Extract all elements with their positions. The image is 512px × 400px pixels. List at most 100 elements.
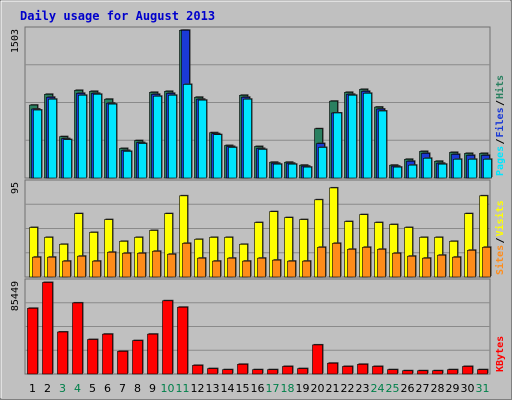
bar-sites-day-24 [377,248,386,278]
bar-pages-day-22 [348,94,357,179]
bar-sites-day-23 [362,247,371,278]
bar-kbytes-day-13 [207,368,218,375]
bar-sites-day-30 [467,249,476,278]
bar-pages-day-31 [483,158,492,179]
x-tick-label: 28 [431,382,445,395]
legend: Pages/Files/Hits [494,75,506,176]
bar-sites-day-5 [92,260,101,278]
bar-sites-day-1 [32,256,41,278]
bar-pages-day-2 [48,98,57,179]
bar-pages-day-11 [183,84,192,179]
bar-kbytes-day-19 [297,368,308,375]
legend-separator: / [495,138,506,144]
x-tick-label: 19 [296,382,310,395]
bar-sites-day-10 [167,253,176,278]
x-tick-label: 2 [44,382,51,395]
bar-sites-day-27 [422,257,431,278]
x-tick-label: 26 [401,382,415,395]
bar-pages-day-23 [363,93,372,179]
x-tick-label: 10 [161,382,175,395]
bar-sites-day-9 [152,250,161,278]
bar-pages-day-15 [243,98,252,179]
bar-sites-day-12 [197,257,206,278]
legend-visits: Visits [494,200,506,236]
bar-kbytes-day-3 [57,331,68,375]
y-max-label: 85449 [10,281,21,311]
bar-sites-day-17 [272,259,281,278]
bar-kbytes-day-4 [72,302,83,375]
bar-pages-day-6 [108,103,117,179]
bar-sites-day-31 [482,247,491,278]
bar-sites-day-25 [392,252,401,278]
bar-pages-day-7 [123,151,132,179]
bar-pages-day-1 [33,109,42,179]
bar-pages-day-14 [228,147,237,179]
bar-pages-day-30 [468,158,477,179]
bar-kbytes-day-11 [177,306,188,375]
bar-kbytes-day-7 [117,351,128,375]
bar-kbytes-day-27 [417,370,428,375]
bar-pages-day-12 [198,99,207,179]
bar-pages-day-21 [333,112,342,179]
bar-pages-day-18 [288,163,297,179]
x-tick-label: 23 [356,382,370,395]
x-axis-labels: 1 2 3 4 5 6 7 8 9 10 11 12 13 14 15 16 17 18 19 20 21 22 23 24 2… [29,382,490,395]
x-tick-label: 22 [341,382,355,395]
x-tick-label: 13 [206,382,220,395]
bar-kbytes-day-18 [282,366,293,375]
x-tick-label: 14 [221,382,235,395]
x-tick-label: 11 [176,382,190,395]
x-tick-label: 4 [74,382,81,395]
bar-kbytes-day-24 [372,366,383,375]
bar-kbytes-day-10 [162,300,173,375]
bar-sites-day-6 [107,251,116,278]
bar-pages-day-24 [378,110,387,179]
bar-pages-day-29 [453,158,462,179]
legend-pages: Pages [495,146,506,176]
bar-pages-day-8 [138,143,147,179]
legend-separator: / [495,100,506,106]
bar-kbytes-day-8 [132,340,143,375]
bar-kbytes-day-16 [252,369,263,375]
bar-pages-day-20 [318,147,327,179]
bar-kbytes-day-29 [447,369,458,375]
bar-kbytes-day-30 [462,366,473,375]
bar-kbytes-day-12 [192,365,203,375]
x-tick-label: 16 [251,382,265,395]
x-tick-label: 6 [104,382,111,395]
x-tick-label: 7 [119,382,126,395]
bar-sites-day-28 [437,254,446,278]
x-tick-label: 29 [446,382,460,395]
bar-kbytes-day-21 [327,362,338,375]
bar-pages-day-27 [423,158,432,179]
x-tick-label: 18 [281,382,295,395]
bar-sites-day-15 [242,260,251,278]
bar-pages-day-28 [438,163,447,179]
bar-sites-day-11 [182,243,191,278]
x-tick-label: 25 [386,382,400,395]
x-tick-label: 31 [476,382,490,395]
kbytes_panel: 85449 KBytes [10,278,506,375]
chart-panels: 1503Pages/Files/Hits95Sites/Visits85449K… [10,26,506,375]
x-tick-label: 30 [461,382,475,395]
y-max-label: 95 [10,182,21,194]
bar-sites-day-18 [287,260,296,278]
x-tick-label: 15 [236,382,250,395]
x-tick-label: 5 [89,382,96,395]
bar-pages-day-26 [408,164,417,179]
bar-kbytes-day-22 [342,366,353,375]
bar-kbytes-day-20 [312,344,323,375]
bar-kbytes-day-26 [402,370,413,375]
bar-kbytes-day-15 [237,364,248,375]
bar-pages-day-16 [258,149,267,179]
bar-sites-day-16 [257,257,266,278]
bar-pages-day-19 [303,166,312,179]
bar-kbytes-day-31 [477,369,488,375]
bar-sites-day-22 [347,248,356,278]
bar-pages-day-9 [153,95,162,179]
bar-pages-day-25 [393,166,402,179]
bar-kbytes-day-25 [387,369,398,375]
x-tick-label: 1 [29,382,36,395]
